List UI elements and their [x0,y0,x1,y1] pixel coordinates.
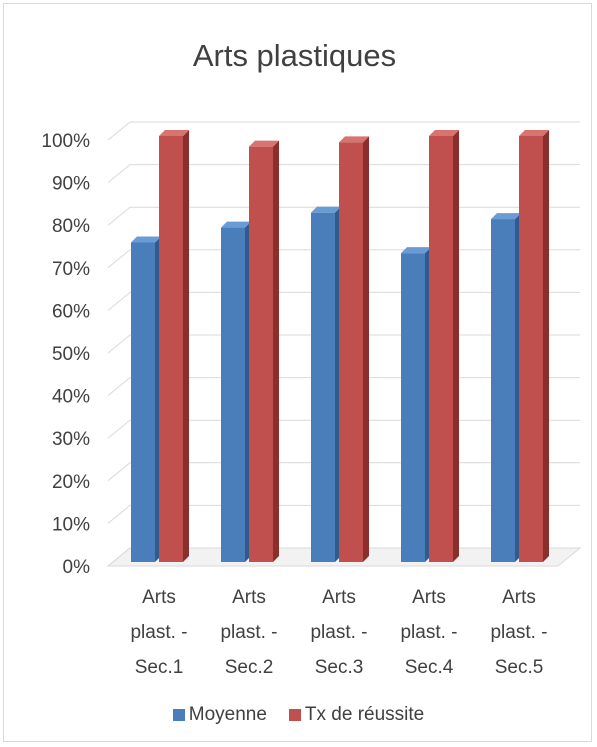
x-category-label: plast. - [400,622,457,643]
bar-top-tx-de-reussite [429,130,459,136]
bar-side-tx-de-reussite [183,130,189,562]
legend-item-moyenne: Moyenne [172,704,267,726]
bar-tx-de-reussite [159,136,183,562]
bar-side-tx-de-reussite [363,136,369,562]
x-category-label: Sec.2 [225,657,274,678]
chart-legend: Moyenne Tx de réussite [0,704,597,726]
bar-moyenne [311,212,335,562]
legend-label-tx-de-reussite: Tx de réussite [304,704,425,725]
x-category-label: plast. - [130,622,187,643]
y-tick-label: 70% [52,259,90,280]
y-tick-label: 90% [52,174,90,195]
y-tick-label: 60% [52,301,90,322]
x-category-label: Arts [502,587,536,608]
y-tick-label: 80% [52,216,90,237]
gridline-side [107,547,131,567]
legend-label-moyenne: Moyenne [188,704,267,725]
gridline-side [107,249,131,269]
bar-tx-de-reussite [519,136,543,562]
y-tick-label: 100% [41,131,90,152]
bar-side-tx-de-reussite [453,130,459,562]
gridline-side [107,164,131,183]
bar-moyenne [131,242,155,562]
legend-swatch-tx-de-reussite [288,709,301,721]
gridline-side [107,377,131,396]
y-tick-label: 0% [63,557,91,578]
x-category-label: Arts [232,587,266,608]
bar-side-tx-de-reussite [543,130,549,562]
bar-top-tx-de-reussite [519,130,549,136]
gridline-side [107,505,131,524]
bar-top-moyenne [311,206,341,213]
x-category-label: Sec.4 [405,657,454,678]
bar-moyenne [491,219,515,562]
x-category-label: Arts [142,587,176,608]
gridline-side [107,292,131,311]
bar-top-tx-de-reussite [159,130,189,136]
chart-title: Arts plastiques [192,38,397,73]
x-category-label: Arts [412,587,446,608]
x-category-label: Sec.5 [495,657,544,678]
bar-top-moyenne [131,236,161,243]
y-tick-label: 30% [52,429,90,450]
gridline-side [107,334,131,354]
x-category-label: plast. - [310,622,367,643]
x-category-label: Sec.1 [135,657,184,678]
gridline-side [107,121,131,141]
y-tick-label: 40% [52,387,90,408]
x-category-label: Sec.3 [315,657,364,678]
bar-moyenne [401,253,425,562]
bar-top-tx-de-reussite [249,140,279,147]
bar-top-moyenne [401,247,431,254]
legend-item-tx-de-reussite: Tx de réussite [288,704,425,726]
bar-moyenne [221,227,245,562]
bar-side-tx-de-reussite [273,140,279,562]
bar-top-moyenne [221,221,251,228]
y-tick-label: 20% [52,472,90,493]
bar-top-tx-de-reussite [339,136,369,143]
gridline-side [107,206,131,226]
x-category-label: plast. - [220,622,277,643]
bar-tx-de-reussite [429,136,453,562]
y-tick-label: 50% [52,344,90,365]
bar-top-moyenne [491,213,521,220]
y-tick-label: 10% [52,514,90,535]
gridline-side [107,462,131,482]
x-category-label: Arts [322,587,356,608]
x-category-label: plast. - [490,622,547,643]
gridline-side [107,419,131,439]
bar-tx-de-reussite [339,142,363,562]
bar-tx-de-reussite [249,146,273,562]
legend-swatch-moyenne [172,709,185,721]
